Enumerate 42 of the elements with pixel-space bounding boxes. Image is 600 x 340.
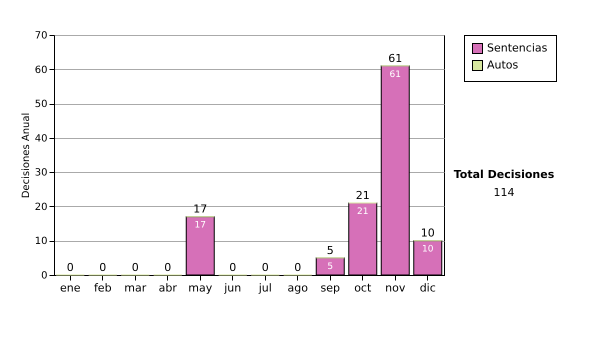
total-label: 0: [164, 261, 172, 274]
total-label: 21: [356, 189, 370, 202]
y-tick-label: 60: [34, 64, 48, 76]
data-label: 10: [422, 244, 434, 255]
y-tick-label: 10: [34, 236, 48, 248]
total-label: 10: [420, 226, 435, 240]
text: 114: [494, 186, 514, 199]
legend-label: Sentencias: [487, 42, 548, 54]
x-tick-label: ene: [60, 282, 81, 294]
x-tick-label: feb: [94, 282, 112, 294]
total-label: 0: [132, 261, 139, 274]
x-tick-label: sep: [320, 282, 340, 294]
total-label: 0: [99, 261, 106, 274]
total-label: 61: [388, 52, 402, 65]
total-label: 0: [229, 261, 236, 274]
x-tick-label: jul: [258, 282, 272, 294]
y-tick-label: 40: [34, 133, 48, 144]
y-tick-label: 50: [34, 99, 48, 110]
x-tick-label: oct: [354, 282, 372, 294]
x-tick-label: ago: [288, 282, 308, 294]
legend-label: Autos: [487, 58, 519, 72]
y-tick-label: 0: [41, 270, 48, 282]
x-tick-label: may: [188, 282, 213, 294]
data-label: 21: [357, 207, 368, 217]
total-label: 0: [262, 261, 269, 274]
data-label: 5: [327, 262, 334, 272]
y-tick-label: 20: [34, 202, 48, 213]
text: Total Decisiones: [454, 168, 555, 181]
total-label: 17: [193, 202, 208, 216]
y-tick-label: 70: [34, 30, 48, 42]
data-label: 61: [390, 70, 401, 80]
x-tick-label: nov: [385, 282, 406, 294]
x-tick-label: abr: [158, 282, 178, 294]
y-axis-title: Decisiones Anual: [20, 112, 32, 198]
total-label: 0: [66, 261, 74, 274]
total-label: 0: [294, 261, 302, 274]
x-tick-label: dic: [420, 282, 436, 294]
data-label: 17: [194, 220, 206, 231]
y-tick-label: 30: [34, 168, 48, 179]
total-label: 5: [326, 244, 334, 257]
x-tick-label: mar: [124, 282, 147, 294]
x-tick-label: jun: [223, 282, 242, 294]
